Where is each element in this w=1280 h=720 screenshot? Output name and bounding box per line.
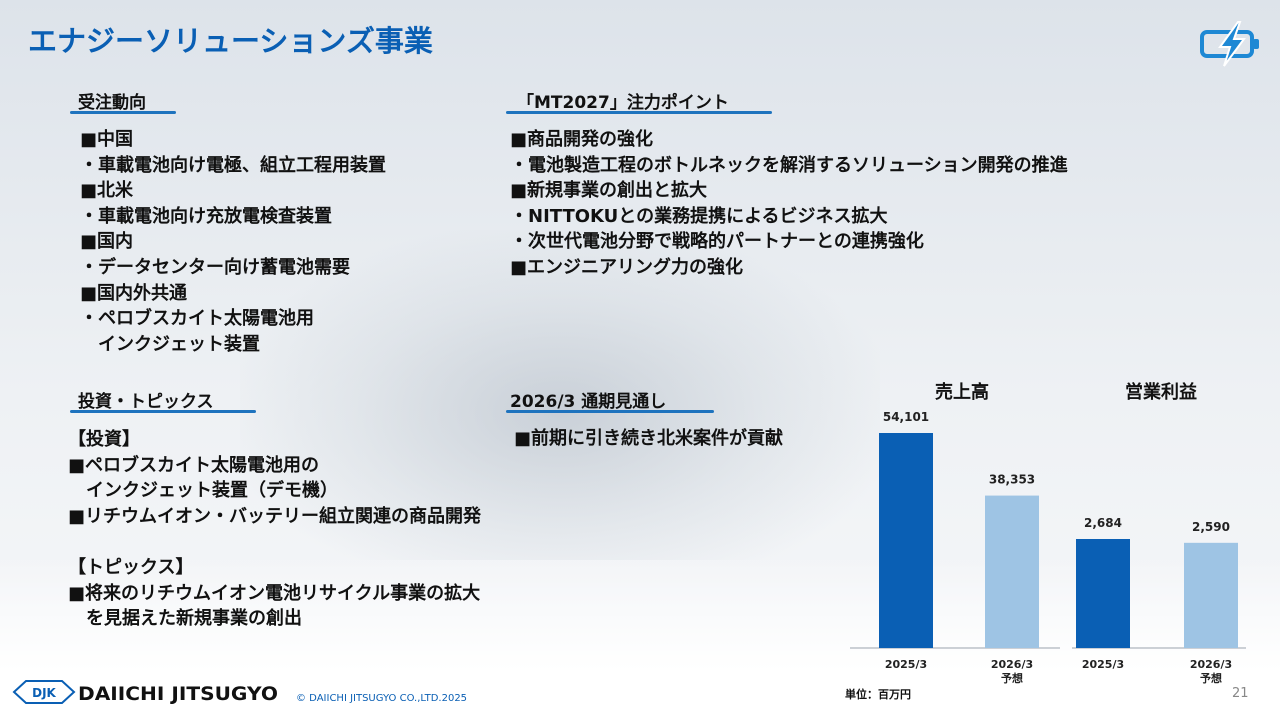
focus-line: ・電池製造工程のボトルネックを解消するソリューション開発の推進 [510, 154, 1068, 176]
orders-line: ・車載電池向け充放電検査装置 [80, 205, 332, 227]
copyright-text: © DAIICHI JITSUGYO CO.,LTD.2025 [296, 693, 468, 704]
chart-data-label: 2,684 [1084, 516, 1122, 530]
chart-tick-label: 2025/3 [885, 658, 927, 671]
invest-line: インクジェット装置（デモ機） [68, 480, 338, 502]
results-bar-chart: 売上高54,1012025/338,3532026/3予想営業利益2,68420… [850, 381, 1246, 685]
chart-data-label: 38,353 [989, 473, 1035, 487]
invest-line: ■将来のリチウムイオン電池リサイクル事業の拡大 [68, 582, 481, 604]
orders-line: インクジェット装置 [80, 333, 260, 355]
invest-line: を見据えた新規事業の創出 [68, 608, 302, 630]
chart-tick-label: 予想 [1001, 671, 1023, 685]
invest-line: 【トピックス】 [68, 556, 194, 578]
page-number: 21 [1232, 686, 1249, 701]
focus-line: ■商品開発の強化 [510, 129, 654, 150]
invest-underline [70, 410, 256, 413]
outlook-underline [506, 410, 714, 413]
invest-line: ■ペロブスカイト太陽電池用の [68, 454, 320, 476]
chart-group-title: 売上高 [935, 381, 989, 403]
battery-photo-background [240, 230, 880, 560]
orders-line: ・ペロブスカイト太陽電池用 [80, 308, 314, 330]
outlook-line: ■前期に引き続き北米案件が貢献 [514, 428, 784, 449]
invest-line [68, 529, 481, 555]
chart-group-title: 営業利益 [1125, 381, 1197, 403]
invest-heading: 投資・トピックス [78, 392, 214, 412]
company-logo: DJK DAIICHI JITSUGYO [12, 680, 278, 705]
orders-line: ■中国 [80, 129, 134, 150]
background-fade [0, 560, 1280, 720]
battery-charge-icon [1200, 21, 1259, 67]
chart-tick-label: 2025/3 [1082, 658, 1124, 671]
focus-underline [506, 111, 772, 114]
invest-line: 【投資】 [68, 429, 140, 450]
chart-data-label: 2,590 [1192, 520, 1230, 534]
chart-bar [1184, 542, 1238, 648]
company-name: DAIICHI JITSUGYO [78, 683, 278, 705]
chart-bar [985, 495, 1039, 648]
chart-data-label: 54,101 [883, 410, 929, 424]
focus-line: ・次世代電池分野で戦略的パートナーとの連携強化 [510, 231, 924, 253]
chart-bar [879, 433, 933, 648]
orders-line: ■北米 [80, 180, 134, 202]
orders-line: ・車載電池向け電極、組立工程用装置 [80, 154, 386, 176]
chart-tick-label: 予想 [1200, 671, 1222, 685]
orders-list: ■中国・車載電池向け電極、組立工程用装置 ■北米・車載電池向け充放電検査装置 ■国内… [80, 127, 386, 357]
focus-heading: 「MT2027」注力ポイント [517, 93, 729, 113]
orders-line: ■国内外共通 [80, 282, 188, 304]
focus-line: ■エンジニアリング力の強化 [510, 256, 744, 278]
focus-list: ■商品開発の強化・電池製造工程のボトルネックを解消するソリューション開発の推進 ■… [510, 127, 1068, 281]
orders-line: ・データセンター向け蓄電池需要 [80, 256, 350, 278]
invest-line: ■リチウムイオン・バッテリー組立関連の商品開発 [68, 505, 482, 527]
chart-tick-label: 2026/3 [1190, 658, 1232, 671]
focus-line: ・NITTOKUとの業務提携によるビジネス拡大 [510, 205, 888, 227]
outlook-heading: 2026/3 通期見通し [510, 392, 667, 412]
orders-underline [70, 111, 176, 114]
company-mark: DJK [32, 686, 56, 700]
focus-line: ■新規事業の創出と拡大 [510, 180, 708, 202]
orders-heading: 受注動向 [78, 93, 146, 113]
invest-list: 【投資】 ■ペロブスカイト太陽電池用の インクジェット装置（デモ機） ■リチウムイオ… [68, 427, 481, 632]
outlook-list: ■前期に引き続き北米案件が貢献 [514, 426, 783, 452]
chart-bar [1076, 539, 1130, 648]
page-title: エナジーソリューションズ事業 [28, 24, 433, 58]
chart-tick-label: 2026/3 [991, 658, 1033, 671]
chart-unit-label: 単位：百万円 [845, 688, 911, 701]
orders-line: ■国内 [80, 231, 134, 253]
